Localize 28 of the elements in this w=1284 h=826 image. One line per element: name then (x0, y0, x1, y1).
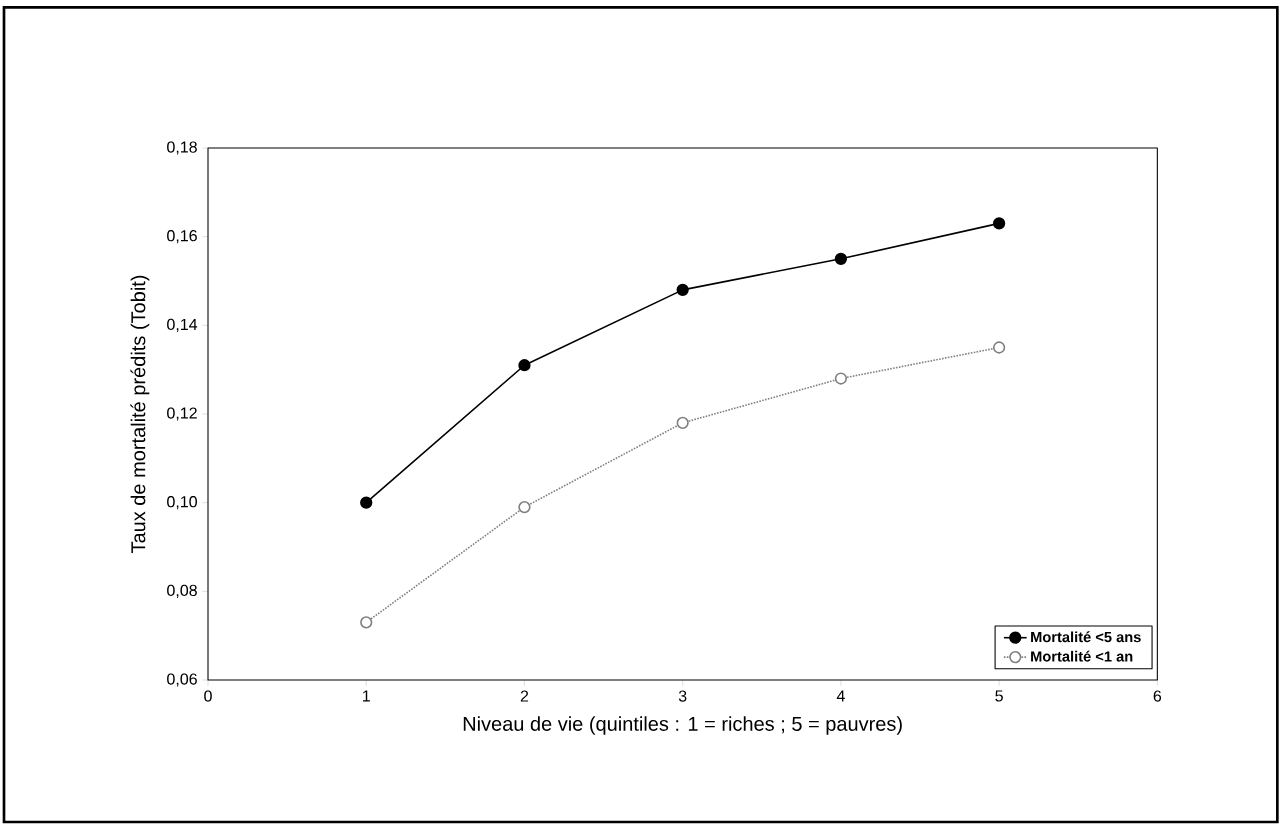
point (834, 252, 848, 265)
y-axis-title: Taux de mortalité prédits (Tobit) (130, 275, 150, 554)
point (676, 283, 689, 296)
x-tick-label: 2 (520, 690, 529, 702)
x-tick-label: 0 (204, 690, 212, 702)
point (676, 416, 689, 429)
x-tick-label: 6 (1153, 690, 1162, 702)
y-tick-label: 0,18 (167, 141, 197, 155)
legend-label: Mortalité <1 an (1031, 650, 1133, 662)
y-tick-label: 0,14 (167, 318, 198, 332)
point (992, 341, 1006, 354)
point (518, 500, 531, 514)
x-tick-label: 5 (995, 690, 1003, 702)
point (518, 359, 531, 372)
y-tick-label: 0,08 (167, 584, 197, 598)
point (992, 217, 1006, 230)
x-tick-label: 3 (678, 690, 687, 702)
x-axis-title: Niveau de vie (quintiles : 1 = riches ; 5 = pauvres) (463, 716, 902, 735)
point (360, 616, 373, 629)
x-tick-label: 4 (836, 690, 845, 702)
point (360, 496, 373, 509)
x-tick-label: 1 (362, 690, 370, 702)
legend-label: Mortalité <5 ans (1031, 631, 1141, 643)
point (834, 372, 848, 385)
y-tick-label: 0,06 (167, 673, 197, 687)
y-tick-label: 0,10 (167, 496, 197, 510)
y-tick-label: 0,12 (167, 407, 197, 421)
y-tick-label: 0,16 (167, 230, 197, 244)
